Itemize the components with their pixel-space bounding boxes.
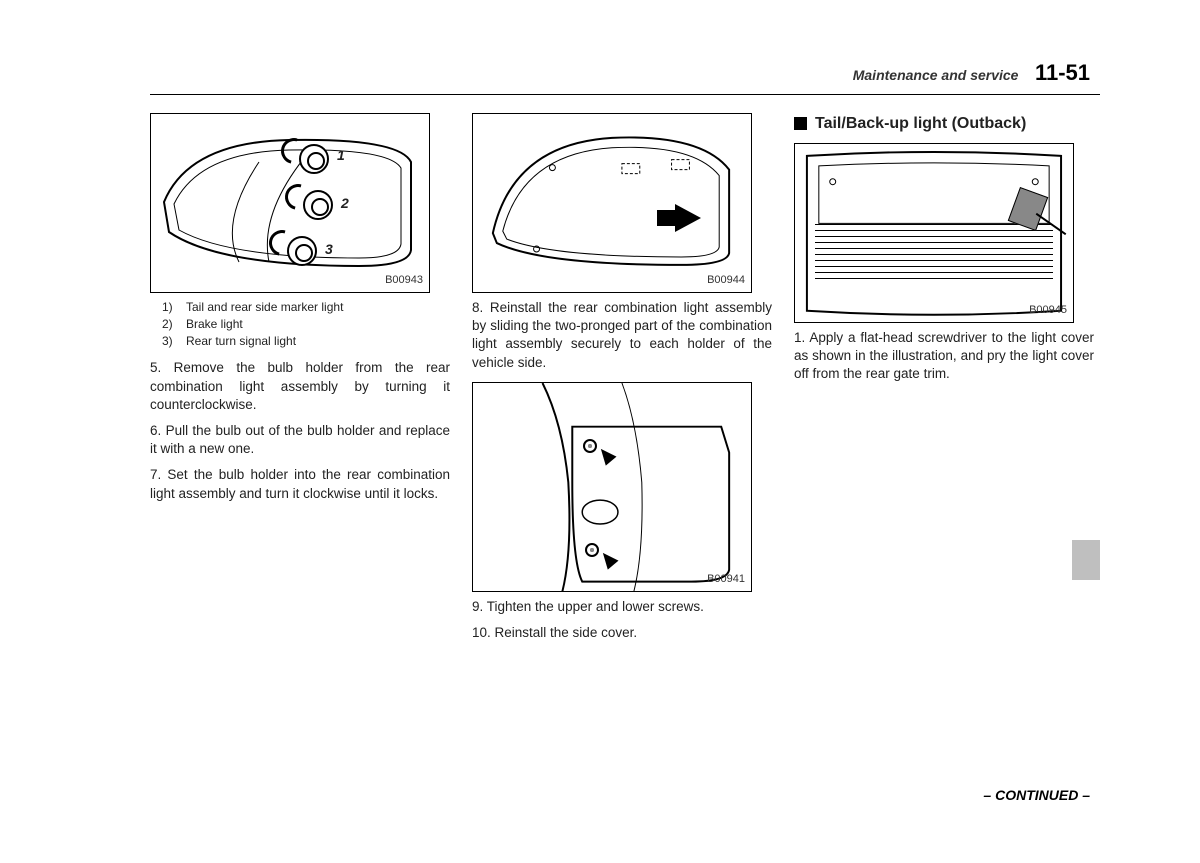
manual-page: Maintenance and service 11-51 1 2 [0, 0, 1200, 863]
figure-id: B00944 [707, 273, 745, 288]
step-9: 9. Tighten the upper and lower screws. [472, 598, 772, 616]
figure-bulb-holder: 1 2 3 B00943 [150, 113, 430, 293]
legend-text: Tail and rear side marker light [186, 299, 343, 316]
column-1: 1 2 3 B00943 1) Tail and rear side marke… [150, 113, 450, 650]
figure-reinstall-light: B00944 [472, 113, 752, 293]
combo-light-outline [473, 114, 751, 293]
continued-label: – CONTINUED – [983, 787, 1090, 803]
legend-row: 3) Rear turn signal light [162, 333, 450, 350]
page-edge-tab [1072, 540, 1100, 580]
figure-screws: B00941 [472, 382, 752, 592]
legend-num: 2) [162, 316, 186, 333]
lower-screw [585, 543, 599, 557]
figure-id: B00941 [707, 572, 745, 587]
step-7: 7. Set the bulb holder into the rear com… [150, 466, 450, 502]
figure-rear-gate: B00945 [794, 143, 1074, 323]
legend-row: 2) Brake light [162, 316, 450, 333]
step-1-outback: 1. Apply a flat-head screwdriver to the … [794, 329, 1094, 384]
page-number: 11-51 [1035, 60, 1090, 85]
heading-square-icon [794, 117, 807, 130]
step-6: 6. Pull the bulb out of the bulb holder … [150, 422, 450, 458]
legend-num: 3) [162, 333, 186, 350]
legend-text: Brake light [186, 316, 243, 333]
step-5: 5. Remove the bulb holder from the rear … [150, 359, 450, 414]
gate-hatch-lines [815, 224, 1053, 292]
legend-row: 1) Tail and rear side marker light [162, 299, 450, 316]
callout-2: 2 [341, 194, 349, 213]
figure-id: B00943 [385, 273, 423, 288]
page-header: Maintenance and service 11-51 [150, 60, 1100, 86]
legend-num: 1) [162, 299, 186, 316]
header-rule [150, 94, 1100, 95]
figure-legend: 1) Tail and rear side marker light 2) Br… [162, 299, 450, 349]
heading-text: Tail/Back-up light (Outback) [815, 113, 1026, 135]
callout-3: 3 [325, 240, 333, 259]
column-2: B00944 8. Reinstall the rear combination… [472, 113, 772, 650]
figure-id: B00945 [1029, 303, 1067, 318]
step-10: 10. Reinstall the side cover. [472, 624, 772, 642]
callout-1: 1 [337, 146, 345, 165]
upper-screw [583, 439, 597, 453]
slide-arrow-icon [675, 204, 701, 232]
section-title: Maintenance and service [853, 67, 1019, 83]
subsection-heading: Tail/Back-up light (Outback) [794, 113, 1094, 135]
content-columns: 1 2 3 B00943 1) Tail and rear side marke… [150, 113, 1100, 650]
legend-text: Rear turn signal light [186, 333, 296, 350]
step-8: 8. Reinstall the rear combination light … [472, 299, 772, 372]
column-3: Tail/Back-up light (Outback) B00945 [794, 113, 1094, 650]
